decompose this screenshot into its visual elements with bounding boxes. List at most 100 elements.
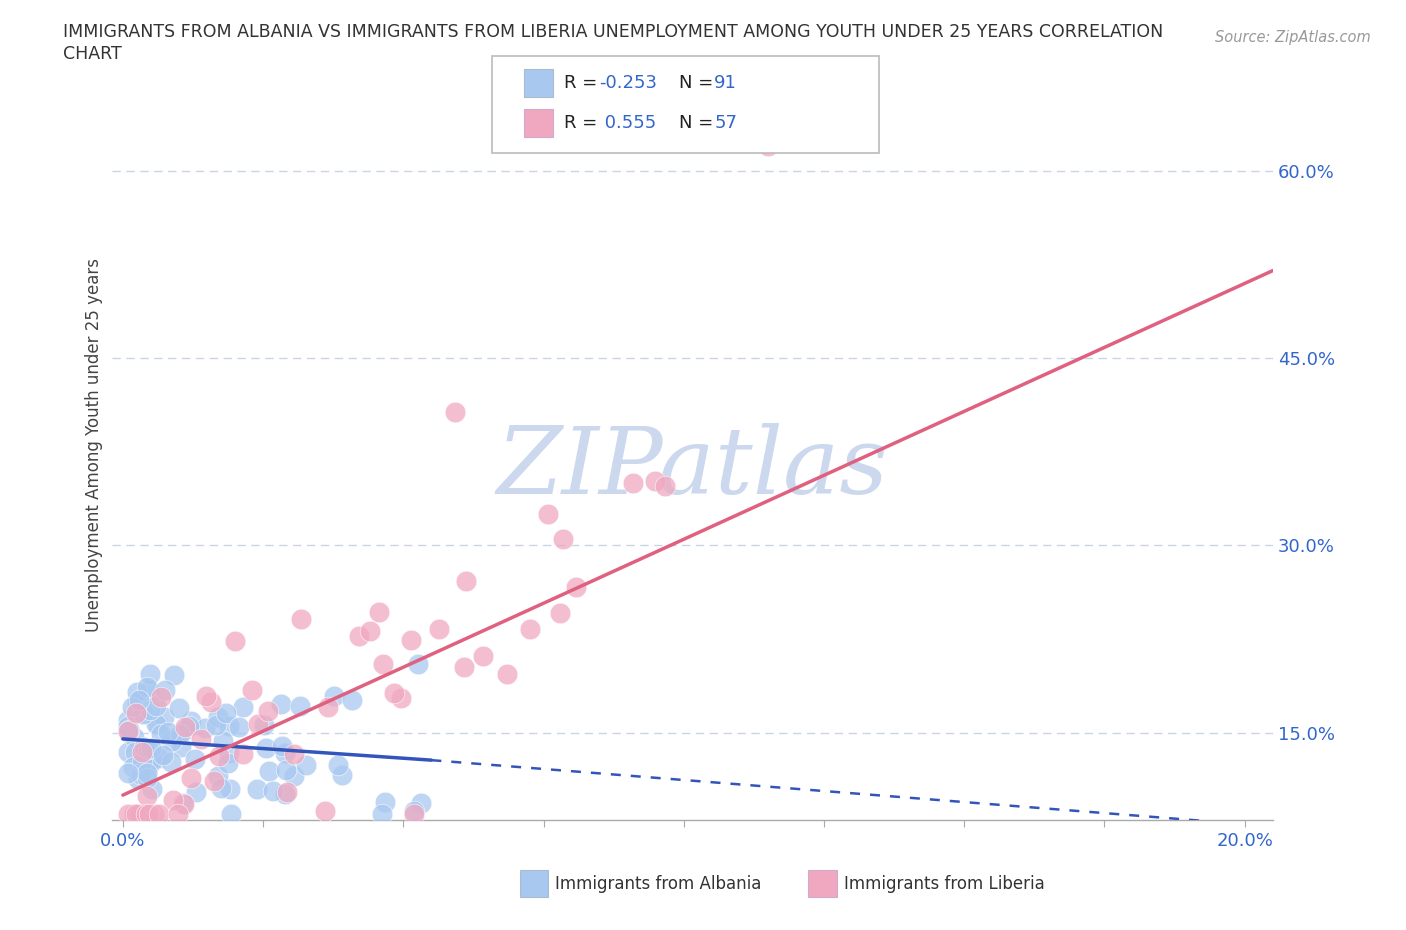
Point <box>135 770 157 785</box>
Point <box>135 806 157 821</box>
Point <box>224 634 246 649</box>
Text: Source: ZipAtlas.com: Source: ZipAtlas.com <box>1215 30 1371 45</box>
Point <box>215 705 238 720</box>
Point <box>427 622 450 637</box>
Point <box>274 763 297 777</box>
Point <box>382 685 405 700</box>
Point <box>173 796 195 811</box>
Point <box>246 782 269 797</box>
Point <box>163 668 186 683</box>
Point <box>404 804 426 818</box>
Point <box>537 506 560 521</box>
Point <box>177 719 200 734</box>
Point <box>122 806 145 821</box>
Point <box>117 806 139 821</box>
Point <box>169 727 191 742</box>
Point <box>207 749 229 764</box>
Point <box>228 720 250 735</box>
Point <box>125 706 148 721</box>
Point <box>262 784 284 799</box>
Point <box>117 765 139 780</box>
Point <box>142 752 165 767</box>
Point <box>127 771 149 786</box>
Text: 57: 57 <box>714 113 737 132</box>
Point <box>290 698 312 713</box>
Point <box>330 767 353 782</box>
Point <box>444 405 467 419</box>
Point <box>367 604 389 619</box>
Point <box>202 774 225 789</box>
Point <box>167 701 190 716</box>
Point <box>212 734 235 749</box>
Point <box>117 712 139 727</box>
Point <box>139 703 162 718</box>
Point <box>162 734 184 749</box>
Point <box>472 648 495 663</box>
Point <box>371 806 394 821</box>
Point <box>218 719 240 734</box>
Point <box>136 741 159 756</box>
Point <box>131 744 153 759</box>
Text: R =: R = <box>564 73 598 92</box>
Point <box>145 717 167 732</box>
Point <box>124 744 146 759</box>
Point <box>276 784 298 799</box>
Point <box>122 806 145 821</box>
Point <box>150 726 173 741</box>
Point <box>174 723 197 737</box>
Y-axis label: Unemployment Among Youth under 25 years: Unemployment Among Youth under 25 years <box>86 259 103 632</box>
Point <box>132 707 155 722</box>
Point <box>184 785 207 800</box>
Point <box>128 806 150 821</box>
Point <box>253 717 276 732</box>
Point <box>138 806 160 821</box>
Point <box>136 789 159 804</box>
Point <box>173 720 195 735</box>
Point <box>141 781 163 796</box>
Text: Immigrants from Liberia: Immigrants from Liberia <box>844 875 1045 894</box>
Point <box>270 697 292 711</box>
Point <box>118 723 141 737</box>
Point <box>257 764 280 778</box>
Point <box>389 690 412 705</box>
Point <box>322 688 344 703</box>
Point <box>132 739 155 754</box>
Point <box>141 751 163 766</box>
Point <box>145 699 167 714</box>
Point <box>139 757 162 772</box>
Point <box>318 699 340 714</box>
Point <box>143 806 166 821</box>
Point <box>169 739 191 754</box>
Text: 0.555: 0.555 <box>599 113 657 132</box>
Point <box>406 657 429 671</box>
Point <box>219 781 242 796</box>
Point <box>644 473 666 488</box>
Point <box>117 719 139 734</box>
Point <box>756 139 779 153</box>
Point <box>162 793 184 808</box>
Point <box>127 685 149 700</box>
Text: CHART: CHART <box>63 45 122 62</box>
Point <box>125 694 148 709</box>
Point <box>138 683 160 698</box>
Point <box>152 748 174 763</box>
Point <box>153 710 176 724</box>
Point <box>194 689 217 704</box>
Point <box>139 667 162 682</box>
Point <box>409 795 432 810</box>
Point <box>209 780 232 795</box>
Point <box>454 574 477 589</box>
Point <box>143 752 166 767</box>
Point <box>621 475 644 490</box>
Point <box>136 680 159 695</box>
Point <box>128 693 150 708</box>
Point <box>340 693 363 708</box>
Point <box>232 699 254 714</box>
Point <box>548 606 571 621</box>
Point <box>240 683 263 698</box>
Point <box>401 632 423 647</box>
Point <box>190 732 212 747</box>
Point <box>125 806 148 821</box>
Point <box>495 667 517 682</box>
Point <box>274 746 297 761</box>
